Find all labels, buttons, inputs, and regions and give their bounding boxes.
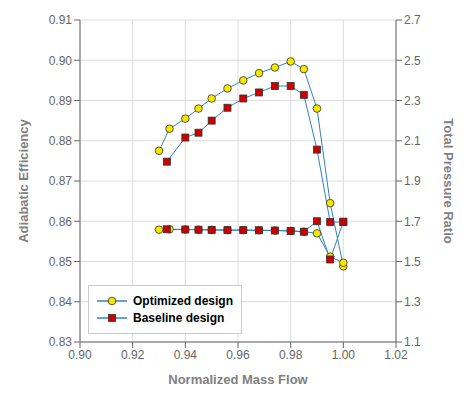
html-text:Optimized design: Optimized design	[133, 294, 233, 308]
svg-text:1.02: 1.02	[384, 348, 408, 362]
svg-text:0.88: 0.88	[49, 134, 73, 148]
svg-text:0.85: 0.85	[49, 255, 73, 269]
svg-text:0.87: 0.87	[49, 174, 73, 188]
svg-text:Normalized Mass Flow: Normalized Mass Flow	[168, 372, 308, 387]
svg-text:0.90: 0.90	[68, 348, 92, 362]
svg-text:1.9: 1.9	[404, 174, 421, 188]
svg-text:0.83: 0.83	[49, 335, 73, 349]
svg-text:0.90: 0.90	[49, 54, 73, 68]
svg-text:2.3: 2.3	[404, 94, 421, 108]
svg-text:2.1: 2.1	[404, 134, 421, 148]
svg-text:1.7: 1.7	[404, 215, 421, 229]
svg-text:0.86: 0.86	[49, 215, 73, 229]
svg-text:Total Pressure Ratio: Total Pressure Ratio	[441, 118, 456, 244]
svg-text:0.91: 0.91	[49, 13, 73, 27]
svg-text:2.7: 2.7	[404, 13, 421, 27]
svg-text:1.5: 1.5	[404, 255, 421, 269]
svg-text:0.98: 0.98	[279, 348, 303, 362]
svg-text:1.3: 1.3	[404, 295, 421, 309]
svg-text:0.84: 0.84	[49, 295, 73, 309]
svg-text:Adiabatic Efficiency: Adiabatic Efficiency	[16, 118, 31, 242]
svg-text:2.5: 2.5	[404, 54, 421, 68]
svg-text:1.00: 1.00	[332, 348, 356, 362]
svg-text:0.96: 0.96	[226, 348, 250, 362]
html-text:Baseline design: Baseline design	[133, 311, 225, 325]
svg-text:0.89: 0.89	[49, 94, 73, 108]
svg-text:0.92: 0.92	[121, 348, 145, 362]
svg-text:1.1: 1.1	[404, 335, 421, 349]
svg-text:0.94: 0.94	[174, 348, 198, 362]
